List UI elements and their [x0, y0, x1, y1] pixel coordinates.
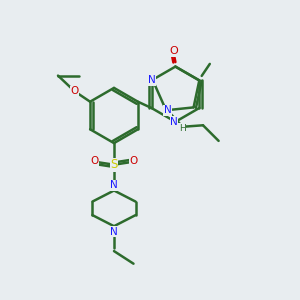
Text: O: O — [129, 156, 137, 166]
Text: N: N — [164, 105, 172, 115]
Text: N: N — [110, 180, 118, 190]
Text: N: N — [170, 117, 178, 127]
Text: N: N — [110, 226, 118, 237]
Text: O: O — [70, 86, 79, 96]
Text: O: O — [169, 46, 178, 56]
Text: S: S — [110, 158, 118, 171]
Text: O: O — [91, 156, 99, 166]
Text: H: H — [178, 124, 185, 133]
Text: N: N — [148, 75, 155, 85]
